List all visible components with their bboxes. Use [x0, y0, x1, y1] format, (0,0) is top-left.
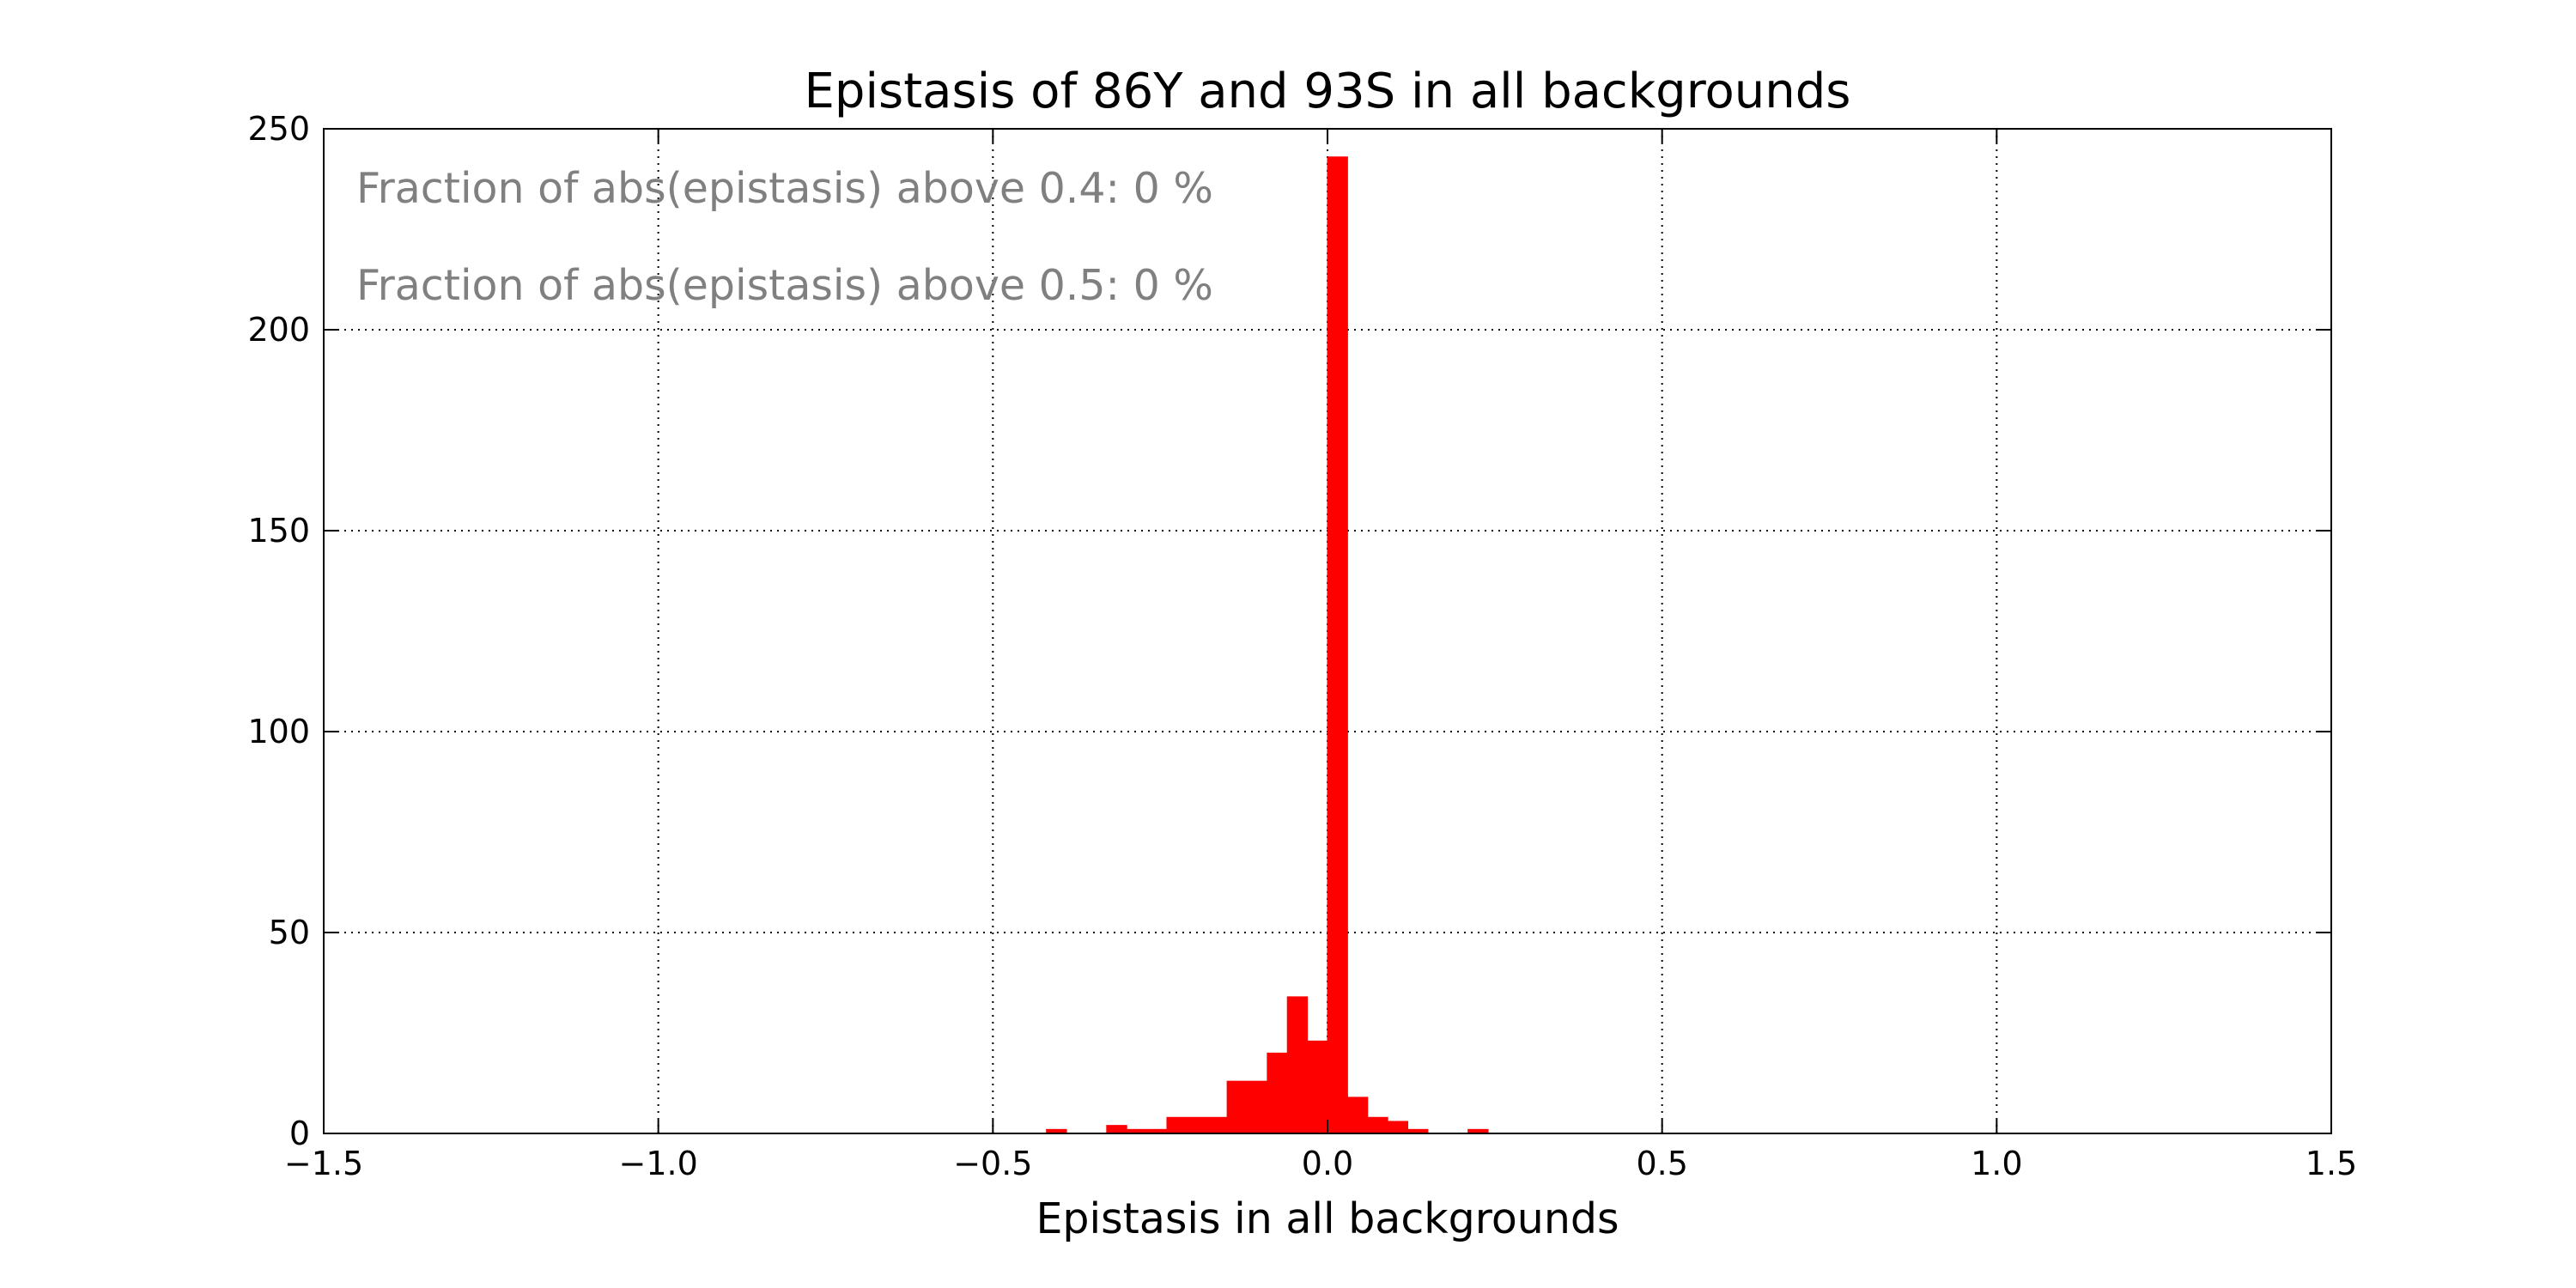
- annotation-text: Fraction of abs(epistasis) above 0.5: 0 …: [356, 261, 1213, 310]
- y-tick-label: 100: [247, 713, 310, 750]
- histogram-bar: [1226, 1080, 1268, 1134]
- histogram-bar: [1106, 1125, 1127, 1134]
- x-tick-label: 0.0: [1302, 1145, 1353, 1182]
- y-tick-label: 150: [247, 512, 310, 550]
- histogram-bars: [1046, 156, 1489, 1134]
- x-tick-label: 0.5: [1636, 1145, 1687, 1182]
- y-tick-label: 0: [289, 1115, 310, 1152]
- chart-title: Epistasis of 86Y and 93S in all backgrou…: [805, 64, 1851, 119]
- histogram-bar: [1327, 156, 1348, 1134]
- x-tick-label: −1.0: [619, 1145, 698, 1182]
- histogram-bar: [1307, 1040, 1328, 1134]
- x-tick-label: −1.5: [284, 1145, 363, 1182]
- y-tick-label: 250: [247, 110, 310, 148]
- x-tick-label: 1.5: [2306, 1145, 2357, 1182]
- histogram-bar: [1286, 996, 1309, 1134]
- axis-ticks: −1.5 −1.0 −0.5 0.0 0.5 1.0 1.5 0 50 100 150 200 250: [247, 110, 2357, 1182]
- y-tick-label: 200: [247, 311, 310, 349]
- histogram-bar: [1267, 1052, 1288, 1134]
- x-axis-label: Epistasis in all backgrounds: [1036, 1194, 1619, 1243]
- x-tick-label: 1.0: [1971, 1145, 2022, 1182]
- histogram-bar: [1166, 1116, 1228, 1134]
- x-tick-label: −0.5: [953, 1145, 1032, 1182]
- histogram-bar: [1367, 1116, 1388, 1134]
- y-tick-label: 50: [269, 914, 310, 951]
- histogram-bar: [1346, 1097, 1369, 1134]
- histogram-bar: [1387, 1121, 1409, 1134]
- annotations: Fraction of abs(epistasis) above 0.4: 0 …: [356, 164, 1213, 310]
- annotation-text: Fraction of abs(epistasis) above 0.4: 0 …: [356, 164, 1213, 213]
